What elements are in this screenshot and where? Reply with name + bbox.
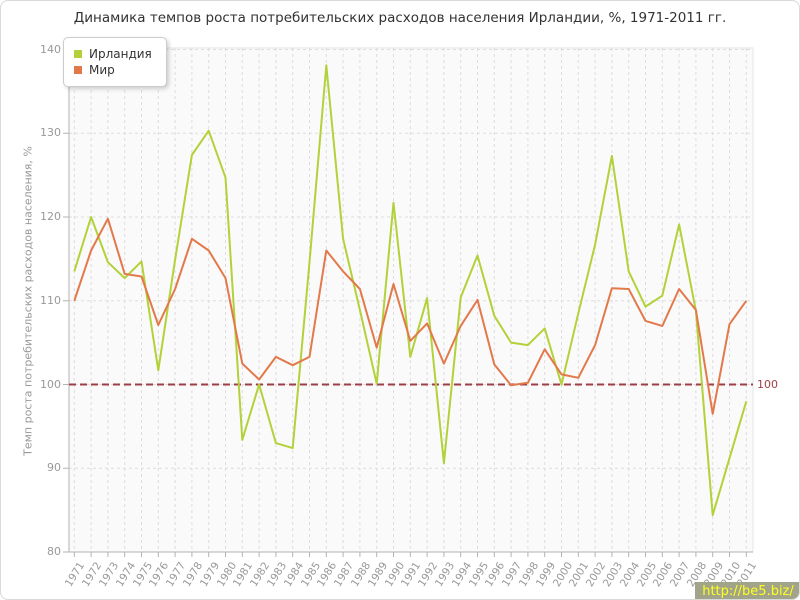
watermark-link[interactable]: http://be5.biz/ (695, 582, 799, 599)
legend-label-world: Мир (89, 63, 115, 77)
series-line-world (73, 217, 748, 415)
plot-background (68, 47, 754, 553)
y-tick-label: 90 (47, 461, 61, 475)
world-series-swatch-icon (74, 66, 82, 74)
reference-line-label: 100 (757, 378, 778, 391)
legend-item-ireland[interactable]: Ирландия (74, 47, 152, 61)
y-tick-label: 140 (40, 42, 61, 56)
y-tick-label: 130 (40, 126, 61, 140)
series-line-ireland (73, 64, 748, 517)
y-tick-label: 110 (40, 293, 61, 307)
chart-title: Динамика темпов роста потребительских ра… (73, 10, 727, 26)
y-tick-label: 80 (47, 545, 61, 558)
ireland-series-swatch-icon (74, 50, 82, 58)
legend-label-ireland: Ирландия (89, 47, 152, 61)
y-tick-label: 100 (40, 377, 61, 391)
legend: Ирландия Мир (63, 37, 167, 87)
legend-item-world[interactable]: Мир (74, 63, 152, 77)
y-tick-label: 120 (40, 210, 61, 223)
